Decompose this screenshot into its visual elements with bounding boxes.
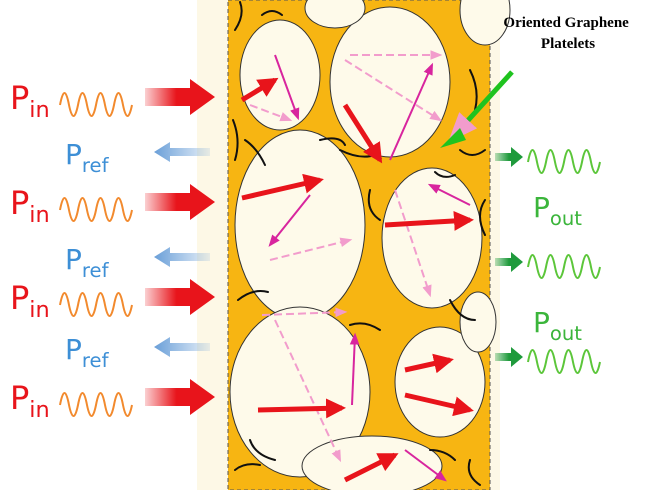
power-label: Pin (10, 184, 50, 228)
wave (528, 350, 600, 373)
symbol: P (10, 79, 29, 117)
wave (60, 393, 132, 416)
annotation-line: Platelets (541, 36, 595, 52)
diagram: Oriented Graphene Platelets PinPinPinPin… (0, 0, 659, 490)
subscript: in (29, 97, 49, 123)
wave (60, 198, 132, 221)
symbol: P (65, 243, 82, 276)
subscript: in (29, 297, 49, 323)
symbol: P (65, 333, 82, 366)
power-label: Pref (65, 243, 110, 282)
symbol: P (10, 279, 29, 317)
annotation-line: Oriented Graphene (503, 15, 629, 31)
subscript: out (550, 207, 582, 230)
symbol: P (10, 184, 29, 222)
subscript: ref (82, 154, 110, 177)
power-label: Pin (10, 379, 50, 423)
power-label: Pref (65, 138, 110, 177)
annotation: Oriented Graphene Platelets (503, 15, 632, 52)
symbol: P (533, 191, 550, 224)
power-label: Pout (533, 306, 582, 345)
subscript: in (29, 202, 49, 228)
wave (60, 293, 132, 316)
symbol: P (65, 138, 82, 171)
wave (528, 255, 600, 278)
subscript: ref (82, 259, 110, 282)
subscript: in (29, 397, 49, 423)
power-label: Pin (10, 279, 50, 323)
power-label: Pref (65, 333, 110, 372)
subscript: out (550, 322, 582, 345)
symbol: P (533, 306, 550, 339)
symbol: P (10, 379, 29, 417)
wave (60, 93, 132, 116)
power-label: Pin (10, 79, 50, 123)
wave (528, 150, 600, 173)
subscript: ref (82, 349, 110, 372)
power-label: Pout (533, 191, 582, 230)
